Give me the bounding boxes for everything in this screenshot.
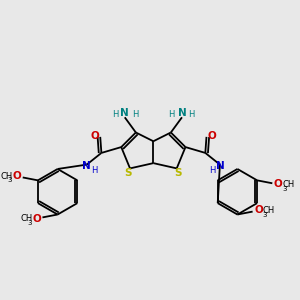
Text: O: O [13, 171, 21, 181]
Text: N: N [120, 108, 129, 118]
Text: CH: CH [20, 214, 32, 223]
Text: O: O [207, 131, 216, 141]
Text: N: N [178, 108, 186, 118]
Text: CH: CH [282, 180, 295, 189]
Text: N: N [82, 161, 91, 171]
Text: H: H [169, 110, 175, 119]
Text: O: O [32, 214, 41, 224]
Text: O: O [91, 131, 100, 141]
Text: H: H [91, 166, 98, 175]
Text: H: H [188, 110, 195, 119]
Text: S: S [124, 168, 132, 178]
Text: H: H [132, 110, 138, 119]
Text: O: O [254, 206, 263, 215]
Text: N: N [216, 161, 225, 171]
Text: 3: 3 [8, 177, 12, 183]
Text: CH: CH [262, 206, 275, 215]
Text: 3: 3 [263, 212, 267, 218]
Text: H: H [209, 166, 215, 175]
Text: S: S [175, 168, 182, 178]
Text: H: H [112, 110, 118, 119]
Text: 3: 3 [28, 220, 32, 226]
Text: CH: CH [1, 172, 13, 181]
Text: O: O [274, 179, 283, 189]
Text: 3: 3 [283, 185, 287, 191]
